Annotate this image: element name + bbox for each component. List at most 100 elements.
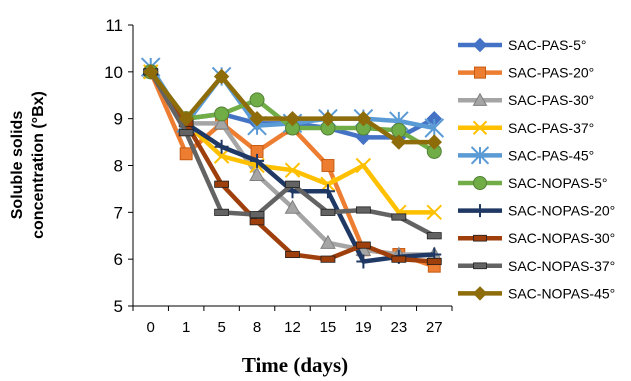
y-tick-label: 9 — [114, 110, 123, 129]
legend-swatch-marker — [473, 234, 487, 242]
data-point — [285, 180, 300, 188]
data-point — [320, 255, 336, 263]
legend-item: SAC-PAS-37° — [458, 120, 594, 136]
data-point — [214, 139, 229, 154]
y-tick-labels: 5 6 7 8 9 10 11 — [104, 16, 123, 316]
data-point — [213, 68, 230, 85]
x-tick-label: 1 — [182, 319, 190, 336]
data-point — [426, 204, 442, 221]
legend-label: SAC-NOPAS-30° — [508, 230, 615, 246]
data-point — [249, 92, 265, 108]
legend-swatch-marker — [473, 176, 487, 190]
legend-swatch-marker — [472, 92, 488, 106]
legend-swatch-marker — [473, 66, 487, 79]
x-tick-label: 5 — [217, 319, 225, 336]
data-point — [284, 110, 301, 127]
series-6 — [143, 64, 442, 159]
y-axis-title-line1: Soluble solids — [9, 111, 26, 220]
data-point — [213, 115, 230, 130]
data-point — [250, 153, 265, 168]
data-point — [214, 180, 230, 188]
legend-label: SAC-NOPAS-5° — [508, 175, 607, 191]
x-tick-label: 0 — [147, 319, 155, 336]
series-lines — [140, 57, 445, 273]
x-tick-label: 19 — [355, 319, 372, 336]
y-axis-title-line2: concentration (°Bx) — [30, 91, 47, 239]
legend-item: SAC-NOPAS-5° — [458, 175, 607, 191]
x-tick-label: 23 — [390, 319, 407, 336]
data-point — [356, 254, 371, 269]
x-tick-label: 27 — [426, 319, 443, 336]
legend-label: SAC-PAS-5° — [508, 37, 586, 53]
y-tick-label: 8 — [114, 157, 123, 176]
series-line — [148, 70, 435, 264]
data-point — [320, 184, 335, 199]
data-point — [426, 257, 442, 266]
legend-item: SAC-NOPAS-45° — [458, 285, 615, 301]
data-point — [285, 250, 300, 259]
legend-item: SAC-PAS-30° — [458, 92, 594, 108]
data-point — [178, 129, 194, 137]
data-point — [320, 110, 336, 127]
data-point — [249, 218, 265, 226]
data-point — [355, 157, 372, 174]
legend-label: SAC-NOPAS-45° — [508, 285, 615, 301]
legend-label: SAC-NOPAS-37° — [508, 258, 615, 274]
data-point — [178, 110, 194, 127]
legend-swatch-marker — [470, 146, 490, 165]
legend-label: SAC-PAS-45° — [508, 147, 594, 163]
x-tick-label: 12 — [284, 319, 301, 336]
y-tick-label: 5 — [114, 297, 123, 316]
series-10 — [143, 64, 442, 150]
data-point — [284, 199, 301, 214]
data-point — [214, 208, 230, 216]
data-point — [320, 208, 336, 216]
data-point — [320, 234, 336, 249]
series-8 — [143, 68, 442, 266]
series-9 — [143, 68, 442, 240]
x-axis-title: Time (days) — [242, 353, 348, 377]
data-point — [143, 64, 159, 80]
y-axis-title: Soluble solids concentration (°Bx) — [9, 91, 47, 239]
series-line — [148, 70, 435, 257]
data-point — [179, 147, 193, 161]
data-point — [321, 159, 335, 172]
legend-item: SAC-PAS-5° — [458, 37, 586, 53]
data-point — [284, 162, 301, 178]
data-point — [213, 148, 230, 164]
y-tick-label: 6 — [114, 250, 123, 269]
series-line — [148, 70, 435, 264]
legend-swatch-marker — [472, 120, 488, 136]
legend-item: SAC-NOPAS-20° — [458, 203, 615, 219]
data-point — [424, 118, 445, 138]
x-tick-label: 15 — [320, 319, 337, 336]
data-point — [391, 213, 407, 221]
series-3 — [142, 63, 443, 261]
data-point — [355, 206, 371, 214]
legend-item: SAC-PAS-45° — [458, 146, 594, 165]
legend-label: SAC-PAS-20° — [508, 65, 594, 81]
legend-swatch-marker — [473, 262, 487, 270]
data-point — [249, 110, 265, 127]
data-point — [355, 241, 371, 249]
data-point — [214, 106, 230, 122]
legend-item: SAC-NOPAS-30° — [458, 230, 615, 246]
legend-swatch-marker — [473, 204, 487, 218]
data-point — [249, 166, 265, 181]
series-7 — [143, 64, 442, 269]
y-tick-label: 10 — [104, 63, 123, 82]
data-point — [391, 255, 407, 263]
y-tick-label: 7 — [114, 203, 123, 222]
legend-item: SAC-NOPAS-37° — [458, 258, 615, 274]
data-point — [249, 211, 265, 219]
data-point — [391, 134, 407, 150]
legend-swatch-marker — [472, 286, 488, 301]
legend-label: SAC-PAS-30° — [508, 92, 594, 108]
y-tick-label: 11 — [105, 16, 123, 35]
x-tick-label: 8 — [253, 319, 261, 336]
legend-label: SAC-NOPAS-20° — [508, 203, 615, 219]
legend: SAC-PAS-5° SAC-PAS-20° SAC-PAS-30° SAC-PAS-… — [458, 37, 615, 301]
legend-label: SAC-PAS-37° — [508, 120, 594, 136]
data-point — [426, 232, 442, 240]
